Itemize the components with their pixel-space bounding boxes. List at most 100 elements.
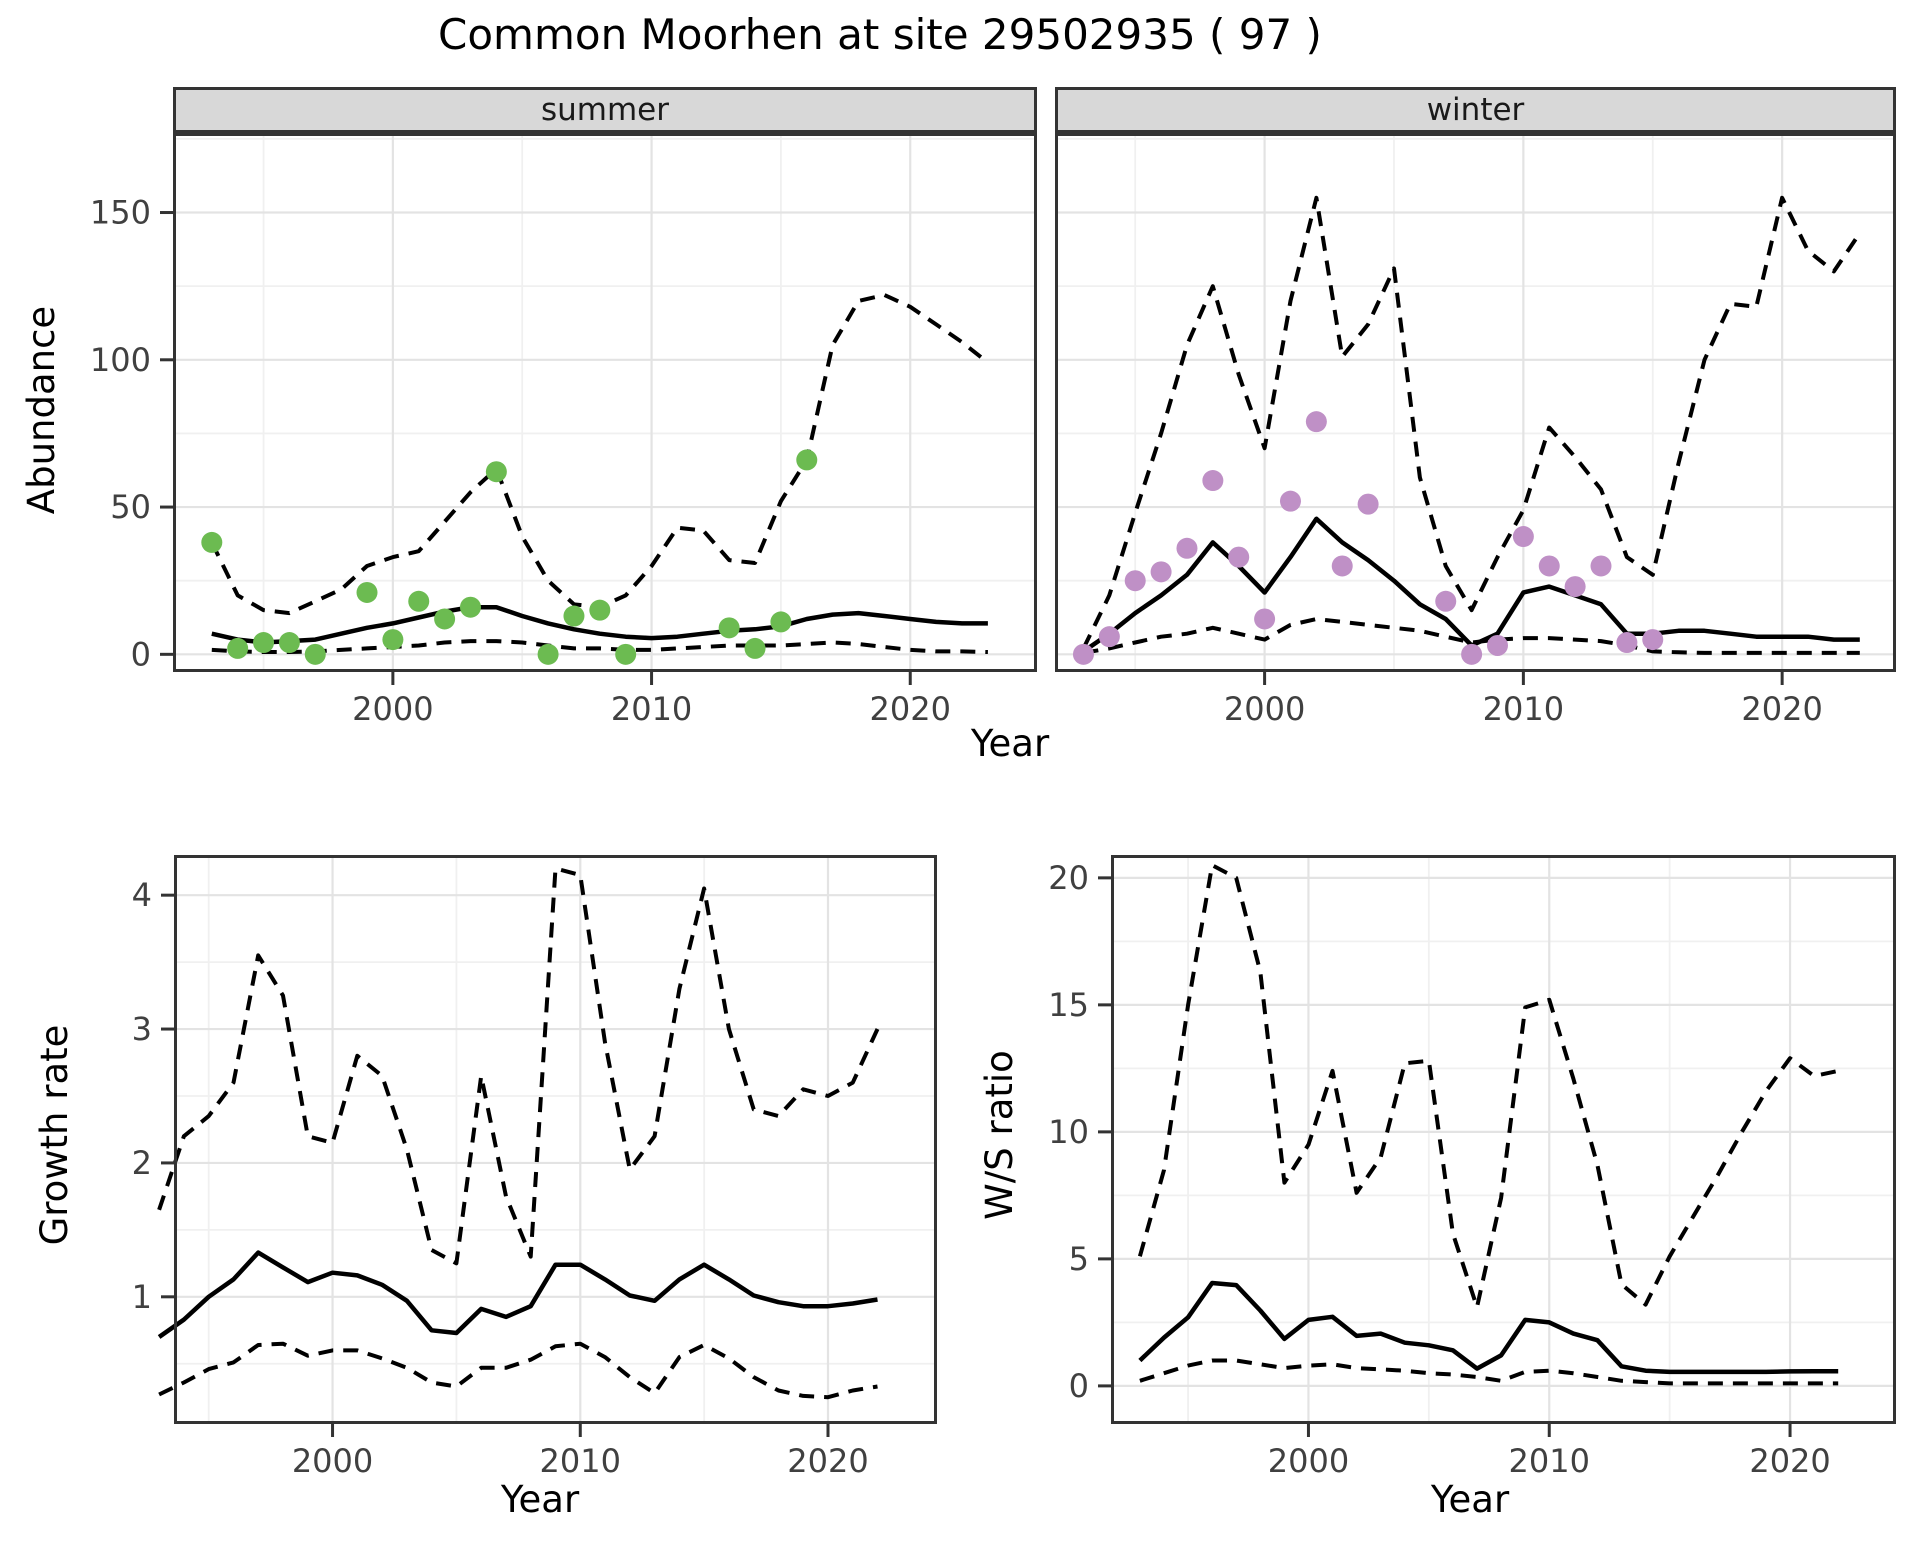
y-tick-label: 100 xyxy=(90,341,151,379)
panel-border xyxy=(1055,133,1896,672)
data-point-observed_counts_winter xyxy=(1590,555,1612,577)
data-point-observed_counts_summer xyxy=(589,599,611,621)
x-axis-title-year-top: Year xyxy=(970,722,1050,765)
data-point-observed_counts_winter xyxy=(1254,608,1276,630)
y-tick-label: 20 xyxy=(1048,859,1089,897)
data-point-observed_counts_winter xyxy=(1486,634,1508,656)
y-tick-label: 5 xyxy=(1069,1240,1089,1278)
data-point-observed_counts_summer xyxy=(408,590,430,612)
panel-abundance-summer: 2000 2010 2020 0 50 100 150 xyxy=(90,133,1037,728)
data-point-observed_counts_winter xyxy=(1305,411,1327,433)
facet-strip-winter: winter xyxy=(1055,87,1896,133)
data-point-observed_counts_summer xyxy=(459,596,481,618)
series-upper_95ci xyxy=(210,293,990,616)
x-tick-label: 2010 xyxy=(1509,1442,1590,1480)
y-tick-label: 10 xyxy=(1048,1113,1089,1151)
x-tick-label: 2020 xyxy=(870,690,951,728)
facet-strip-winter-label: winter xyxy=(1426,92,1525,128)
data-point-observed_counts_winter xyxy=(1435,590,1457,612)
y-tick-label: 3 xyxy=(132,1010,152,1048)
data-point-observed_counts_summer xyxy=(796,449,818,471)
series-lower_95ci xyxy=(211,639,988,654)
x-tick-label: 2010 xyxy=(540,1442,621,1480)
plot-area-abundance_winter: 2000 2010 2020 xyxy=(1055,133,1896,728)
y-tick-label: 4 xyxy=(132,876,152,914)
data-point-observed_counts_winter xyxy=(1538,555,1560,577)
y-tick-label: 2 xyxy=(132,1144,152,1182)
data-point-observed_counts_winter xyxy=(1176,537,1198,559)
plot-area-abundance_summer: 2000 2010 2020 0 50 100 150 xyxy=(90,133,1037,728)
data-point-observed_counts_winter xyxy=(1202,470,1224,492)
y-tick-label: 0 xyxy=(1069,1367,1089,1405)
y-axis-title-abundance: Abundance xyxy=(20,305,63,515)
data-point-observed_counts_winter xyxy=(1098,626,1120,648)
y-tick-label: 150 xyxy=(90,194,151,232)
x-tick-label: 2000 xyxy=(1224,690,1305,728)
x-tick-label: 2010 xyxy=(1483,690,1564,728)
series-upper_95ci xyxy=(157,866,880,1266)
panel-growth-rate: 2000 2010 2020 1 2 3 4 xyxy=(132,855,937,1480)
data-point-observed_counts_winter xyxy=(1279,490,1301,512)
x-tick-label: 2020 xyxy=(787,1442,868,1480)
data-point-observed_counts_winter xyxy=(1564,576,1586,598)
data-point-observed_counts_summer xyxy=(744,637,766,659)
data-point-observed_counts_summer xyxy=(253,632,275,654)
data-point-observed_counts_winter xyxy=(1512,526,1534,548)
plot-area-growth_rate: 2000 2010 2020 1 2 3 4 xyxy=(132,855,937,1480)
data-point-observed_counts_winter xyxy=(1228,546,1250,568)
y-tick-label: 50 xyxy=(110,488,151,526)
panel-abundance-winter: 2000 2010 2020 xyxy=(1055,133,1896,728)
data-point-observed_counts_winter xyxy=(1642,629,1664,651)
data-point-observed_counts_summer xyxy=(434,608,456,630)
y-tick-label: 0 xyxy=(131,635,151,673)
panel-border xyxy=(174,855,937,1424)
series-fit xyxy=(1138,1280,1839,1375)
data-point-observed_counts_winter xyxy=(1331,555,1353,577)
y-tick-label: 15 xyxy=(1048,986,1089,1024)
data-point-observed_counts_summer xyxy=(718,617,740,639)
panel-ws-ratio: 2000 2010 2020 0 5 10 15 20 xyxy=(1048,855,1896,1480)
data-point-observed_counts_winter xyxy=(1150,561,1172,583)
panel-border xyxy=(173,133,1037,672)
series-fit xyxy=(157,1250,878,1339)
data-point-observed_counts_summer xyxy=(563,605,585,627)
x-tick-label: 2000 xyxy=(1268,1442,1349,1480)
data-point-observed_counts_summer xyxy=(382,629,404,651)
data-point-observed_counts_summer xyxy=(278,632,300,654)
y-axis-title-growth-rate: Growth rate xyxy=(33,1024,76,1246)
x-tick-label: 2020 xyxy=(1741,690,1822,728)
x-tick-label: 2020 xyxy=(1749,1442,1830,1480)
y-axis-title-ws-ratio: W/S ratio xyxy=(978,1050,1021,1220)
chart-title: Common Moorhen at site 29502935 ( 97 ) xyxy=(438,10,1322,59)
data-point-observed_counts_winter xyxy=(1461,643,1483,665)
data-point-observed_counts_winter xyxy=(1357,493,1379,515)
data-point-observed_counts_summer xyxy=(304,643,326,665)
plot-area-ws_ratio: 2000 2010 2020 0 5 10 15 20 xyxy=(1048,855,1896,1480)
x-tick-label: 2000 xyxy=(292,1442,373,1480)
series-upper_95ci xyxy=(1137,863,1839,1310)
x-tick-label: 2000 xyxy=(352,690,433,728)
data-point-observed_counts_winter xyxy=(1124,570,1146,592)
series-lower_95ci xyxy=(1139,1358,1839,1386)
data-point-observed_counts_summer xyxy=(485,461,507,483)
data-point-observed_counts_summer xyxy=(356,581,378,603)
series-upper_95ci xyxy=(1081,195,1862,650)
data-point-observed_counts_summer xyxy=(227,637,249,659)
facet-strip-summer: summer xyxy=(173,87,1037,133)
panel-border xyxy=(1111,855,1896,1424)
y-tick-label: 1 xyxy=(132,1278,152,1316)
data-point-observed_counts_winter xyxy=(1072,643,1094,665)
data-point-observed_counts_summer xyxy=(615,643,637,665)
data-point-observed_counts_summer xyxy=(537,643,559,665)
x-axis-title-year-ws: Year xyxy=(1430,1478,1510,1521)
series-fit xyxy=(211,604,988,645)
series-lower_95ci xyxy=(1083,617,1860,655)
facet-strip-summer-label: summer xyxy=(540,92,669,128)
series-lower_95ci xyxy=(158,1341,878,1400)
x-tick-label: 2010 xyxy=(611,690,692,728)
data-point-observed_counts_summer xyxy=(201,531,223,553)
series-fit xyxy=(1082,516,1860,654)
data-point-observed_counts_winter xyxy=(1616,632,1638,654)
data-point-observed_counts_summer xyxy=(770,611,792,633)
